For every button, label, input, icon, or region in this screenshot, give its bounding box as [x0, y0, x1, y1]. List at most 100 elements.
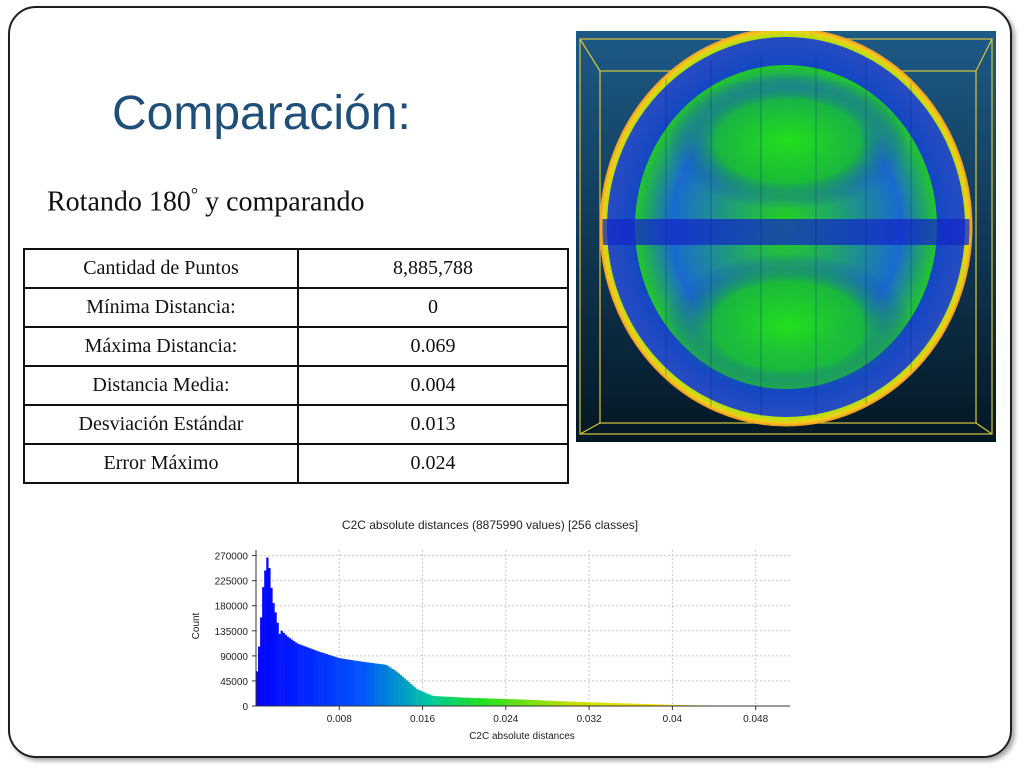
stats-label: Distancia Media:: [23, 365, 299, 406]
histogram-bar: [535, 700, 538, 706]
histogram-bar: [420, 690, 423, 706]
histogram-bar: [451, 696, 454, 706]
histogram-bar: [674, 704, 678, 706]
histogram-bar: [479, 698, 483, 706]
histogram-bar: [317, 651, 320, 706]
histogram-bar: [522, 699, 526, 706]
stats-row: Máxima Distancia: 0.069: [23, 326, 569, 367]
histogram-bar: [473, 697, 476, 706]
histogram-bar: [393, 670, 396, 706]
histogram-bar: [258, 646, 261, 706]
histogram-bar: [286, 636, 290, 706]
histogram-bar: [516, 699, 520, 706]
histogram-bar: [463, 697, 466, 706]
histogram-bar: [360, 661, 363, 706]
histogram-bar: [272, 603, 275, 706]
histogram-bar: [442, 696, 446, 706]
histogram-bar: [461, 697, 464, 706]
histogram-bar: [496, 698, 499, 706]
histogram-bar: [477, 698, 481, 706]
histogram-bar: [434, 696, 437, 706]
x-axis-label: C2C absolute distances: [469, 731, 575, 742]
histogram-bar: [672, 704, 676, 706]
histogram-bar: [475, 698, 478, 706]
histogram-bar: [588, 702, 591, 706]
histogram-bar: [605, 702, 608, 706]
histogram-bar: [621, 703, 624, 706]
histogram-bar: [356, 661, 359, 706]
histogram-bar: [512, 699, 515, 706]
histogram-bar: [629, 703, 632, 706]
histogram-bar: [500, 698, 503, 706]
histogram-bar: [508, 699, 511, 706]
x-tick-label: 0.04: [663, 714, 683, 725]
histogram-bar: [561, 701, 565, 706]
histogram-bar: [541, 700, 544, 706]
histogram-bar: [327, 654, 331, 706]
histogram-bar: [543, 700, 546, 706]
degree-symbol: °: [190, 184, 199, 204]
histogram-bar: [358, 661, 361, 706]
histogram-bar: [619, 703, 622, 706]
histogram-bar: [656, 704, 659, 706]
histogram-bar: [611, 702, 614, 706]
histogram-bar: [455, 697, 458, 706]
histogram-bar: [444, 696, 448, 706]
histogram-bar: [407, 682, 411, 706]
histogram-bar: [313, 649, 316, 706]
histogram-bar: [658, 704, 661, 706]
histogram-bar: [334, 656, 337, 706]
histogram-bar: [539, 700, 542, 706]
histogram-bar: [527, 699, 530, 706]
histogram-bar: [440, 696, 444, 706]
x-tick-label: 0.008: [327, 714, 352, 725]
histogram-bar: [553, 700, 556, 706]
histogram-bar: [311, 649, 314, 706]
histogram-bar: [504, 698, 507, 706]
histogram-bar: [303, 646, 306, 706]
histogram-bar: [564, 701, 567, 706]
histogram-bar: [660, 704, 663, 706]
histogram-bar: [465, 697, 468, 706]
histogram-bar: [668, 704, 671, 706]
histogram-bar: [471, 697, 474, 706]
histogram-bar: [410, 683, 413, 706]
histogram-bar: [321, 652, 324, 706]
histogram-bar: [368, 662, 372, 706]
x-tick-label: 0.016: [410, 714, 435, 725]
histogram-bar: [422, 691, 425, 706]
histogram-bar: [395, 671, 398, 706]
histogram-bar: [662, 704, 665, 706]
stats-row: Error Máximo 0.024: [23, 443, 569, 484]
histogram-bar: [586, 702, 589, 706]
histogram-bar: [457, 697, 460, 706]
histogram-bar: [373, 663, 376, 706]
histogram-bar: [336, 657, 339, 706]
histogram-bar: [426, 693, 429, 706]
histogram-bar: [492, 698, 495, 706]
histogram-bar: [676, 704, 680, 706]
histogram-bar: [432, 696, 435, 706]
stats-value: 0: [297, 287, 569, 328]
histogram-bar: [529, 699, 532, 706]
histogram-bar: [635, 703, 639, 706]
stats-value: 0.069: [297, 326, 569, 367]
histogram-bar: [274, 612, 277, 706]
y-tick-label: 270000: [215, 552, 249, 563]
histogram-bar: [506, 699, 509, 706]
histogram-bar: [305, 646, 308, 706]
histogram-bar: [268, 568, 271, 706]
stats-row: Mínima Distancia: 0: [23, 287, 569, 328]
histogram-bar: [637, 703, 641, 706]
histogram-bar: [607, 702, 610, 706]
chart-axes: [252, 550, 790, 710]
histogram-bar: [615, 703, 618, 706]
histogram-bar: [309, 648, 312, 706]
histogram-bar: [568, 701, 571, 706]
histogram-bar: [352, 660, 355, 706]
histogram-bar: [299, 644, 302, 706]
histogram-bar: [483, 698, 487, 706]
histogram-bar: [295, 642, 298, 706]
histogram-bar: [639, 703, 643, 706]
histogram-bar: [370, 662, 374, 706]
